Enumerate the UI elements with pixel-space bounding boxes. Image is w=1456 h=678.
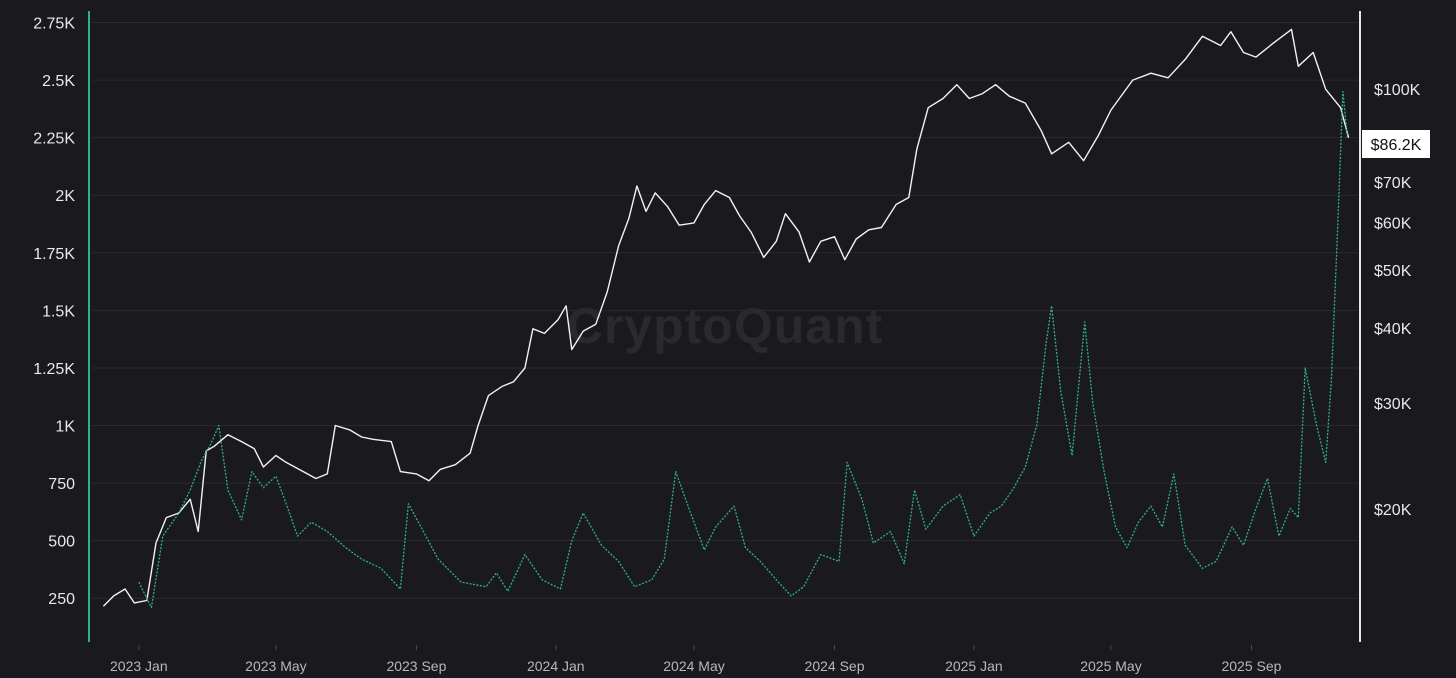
x-tick-label: 2023 Sep bbox=[386, 658, 446, 674]
left-tick-label: 750 bbox=[48, 476, 75, 493]
price-badge-box bbox=[1362, 130, 1430, 158]
right-tick-label: $50K bbox=[1374, 263, 1412, 280]
left-tick-label: 250 bbox=[48, 591, 75, 608]
metric-line bbox=[138, 90, 1349, 609]
left-tick-label: 2K bbox=[55, 188, 75, 205]
right-tick-label: $100K bbox=[1374, 82, 1421, 99]
x-tick-label: 2025 May bbox=[1080, 658, 1141, 674]
price-badge-text: $86.2K bbox=[1371, 137, 1422, 154]
left-tick-label: 1K bbox=[55, 419, 75, 436]
left-tick-label: 1.75K bbox=[33, 246, 75, 263]
left-axis-ticks: 250 500 750 1K 1.25K 1.5K 1.75K 2K 2.25K 2.5K 2.75… bbox=[33, 16, 75, 609]
x-tick-label: 2023 May bbox=[245, 658, 306, 674]
left-tick-label: 1.5K bbox=[42, 303, 75, 320]
left-tick-label: 1.25K bbox=[33, 361, 75, 378]
series-layer bbox=[102, 28, 1350, 609]
left-tick-label: 2.5K bbox=[42, 73, 75, 90]
x-tick-label: 2024 Jan bbox=[527, 658, 585, 674]
right-tick-label: $20K bbox=[1374, 502, 1412, 519]
x-tick-label: 2024 May bbox=[663, 658, 724, 674]
price-line bbox=[102, 28, 1350, 607]
left-tick-label: 2.75K bbox=[33, 16, 75, 33]
right-tick-label: $60K bbox=[1374, 215, 1412, 232]
right-tick-label: $30K bbox=[1374, 396, 1412, 413]
x-axis-ticks: 2023 Jan 2023 May 2023 Sep 2024 Jan 2024 May… bbox=[110, 645, 1282, 674]
right-tick-label: $70K bbox=[1374, 175, 1412, 192]
left-tick-label: 2.25K bbox=[33, 131, 75, 148]
x-tick-label: 2025 Sep bbox=[1221, 658, 1281, 674]
left-tick-label: 500 bbox=[48, 534, 75, 551]
right-tick-label: $40K bbox=[1374, 321, 1412, 338]
x-tick-label: 2025 Jan bbox=[945, 658, 1003, 674]
x-tick-label: 2023 Jan bbox=[110, 658, 168, 674]
price-badge: $86.2K bbox=[1362, 130, 1430, 158]
watermark: CryptoQuant bbox=[567, 298, 884, 354]
gridlines bbox=[92, 22, 1358, 599]
x-tick-label: 2024 Sep bbox=[805, 658, 865, 674]
